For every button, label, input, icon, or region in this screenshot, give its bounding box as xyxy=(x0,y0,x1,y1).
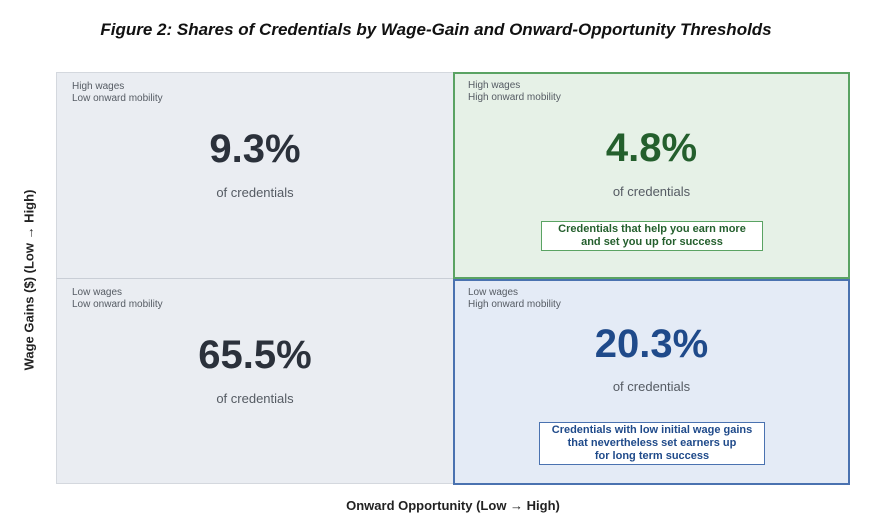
note-line: for long term success xyxy=(594,450,710,462)
note-line: Credentials with low initial wage gains xyxy=(551,424,753,436)
quadrant-label: Low wages Low onward mobility xyxy=(72,287,163,311)
quadrant-label: High wages High onward mobility xyxy=(468,80,561,104)
quadrant-low-wages-high-mobility: Low wages High onward mobility 20.3% of … xyxy=(453,279,850,485)
quadrant-value: 65.5% xyxy=(198,333,312,377)
quadrant-label-line2: High onward mobility xyxy=(468,299,561,310)
quadrant-label-line2: Low onward mobility xyxy=(72,299,163,310)
quadrant-label-line1: High wages xyxy=(468,80,521,91)
quadrant-value: 20.3% xyxy=(594,322,709,366)
quadrant-low-wages-low-mobility: Low wages Low onward mobility 65.5% of c… xyxy=(56,278,453,484)
chart-title: Figure 2: Shares of Credentials by Wage-… xyxy=(100,20,772,39)
x-axis-label: Onward Opportunity (Low → High) xyxy=(346,498,560,513)
quadrant-label-line1: Low wages xyxy=(468,287,519,298)
quadrant-label-line2: High onward mobility xyxy=(468,92,561,103)
quadrant-label: High wages Low onward mobility xyxy=(72,81,163,105)
quadrant-value: 9.3% xyxy=(209,127,301,171)
quadrant-label-line2: Low onward mobility xyxy=(72,93,163,104)
success-note: Credentials that help you earn more and … xyxy=(541,221,763,251)
quadrant-high-wages-high-mobility: High wages High onward mobility 4.8% of … xyxy=(453,72,850,279)
quadrant-unit: of credentials xyxy=(612,379,691,394)
quadrant-label-line1: Low wages xyxy=(72,287,123,298)
quadrant-value: 4.8% xyxy=(605,126,698,170)
note-line: Credentials that help you earn more xyxy=(558,223,746,235)
quadrant-high-wages-low-mobility: High wages Low onward mobility 9.3% of c… xyxy=(56,72,453,278)
quadrant-unit: of credentials xyxy=(216,185,294,200)
quadrant-label-line1: High wages xyxy=(72,81,125,92)
note-line: that nevertheless set earners up xyxy=(567,437,737,449)
quadrant-unit: of credentials xyxy=(216,391,294,406)
quadrant-label: Low wages High onward mobility xyxy=(468,287,561,311)
note-line: and set you up for success xyxy=(581,236,723,248)
long-term-success-note: Credentials with low initial wage gains … xyxy=(539,422,765,465)
quadrant-unit: of credentials xyxy=(612,184,691,199)
y-axis-label: Wage Gains ($) (Low → High) xyxy=(21,189,37,371)
